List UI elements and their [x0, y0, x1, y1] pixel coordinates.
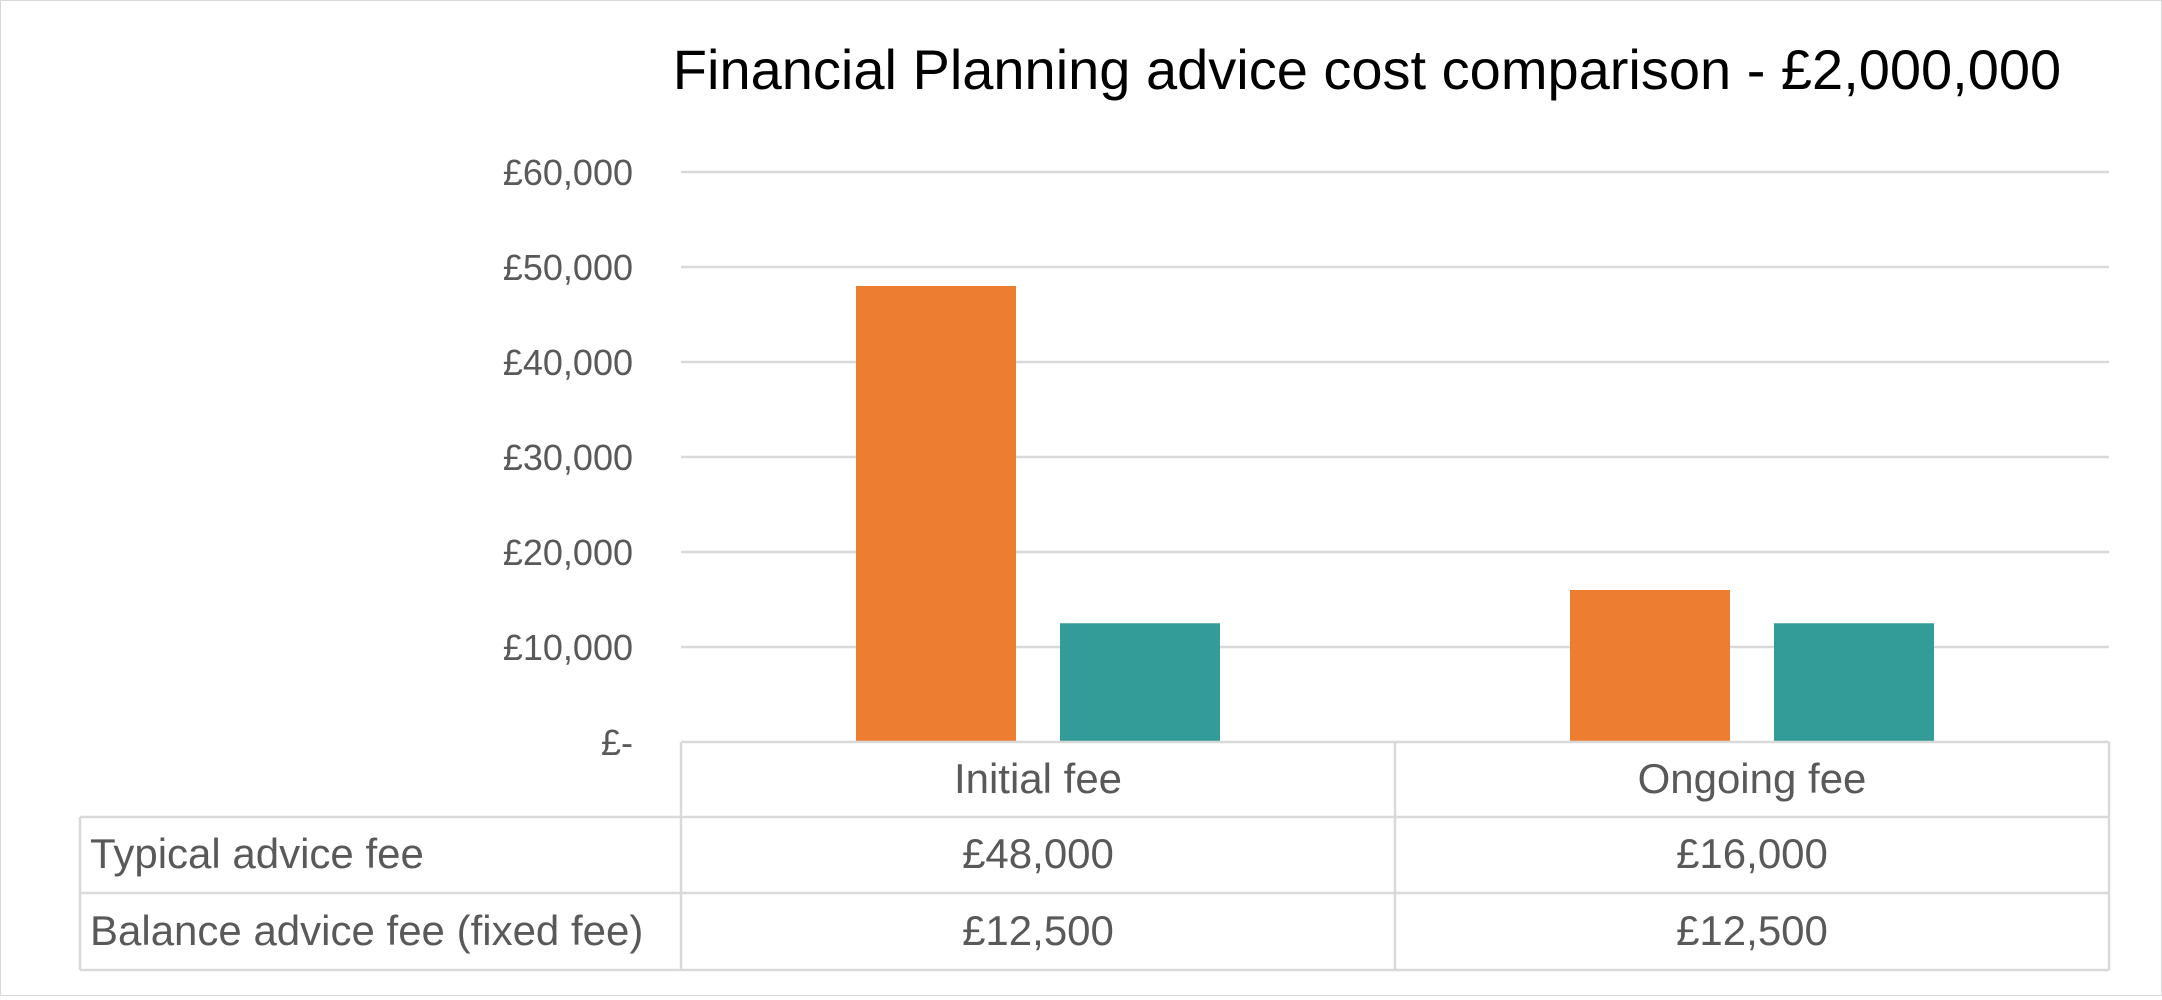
y-tick-label: £10,000 [503, 627, 633, 668]
bar-balance-initial [1060, 623, 1220, 742]
y-tick-label: £50,000 [503, 247, 633, 288]
series-name: Typical advice fee [90, 830, 424, 877]
bar-typical-ongoing [1570, 590, 1730, 742]
y-tick-label: £40,000 [503, 342, 633, 383]
y-axis-ticks: £- £10,000 £20,000 £30,000 £40,000 £50,000 £60… [503, 152, 633, 763]
y-tick-label: £30,000 [503, 437, 633, 478]
bar-balance-ongoing [1774, 623, 1934, 742]
table-value: £12,500 [962, 907, 1114, 954]
table-value: £48,000 [962, 830, 1114, 877]
category-label: Ongoing fee [1638, 755, 1867, 802]
table-value: £12,500 [1676, 907, 1828, 954]
data-table: Initial fee Ongoing fee Typical advice fee… [78, 740, 2111, 972]
y-tick-label: £60,000 [503, 152, 633, 193]
y-tick-label: £20,000 [503, 532, 633, 573]
bar-typical-initial [856, 286, 1016, 742]
series-name: Balance advice fee (fixed fee) [90, 907, 643, 954]
category-label: Initial fee [954, 755, 1122, 802]
chart-title: Financial Planning advice cost compariso… [673, 38, 2061, 101]
bars [856, 286, 1934, 742]
y-tick-label: £- [601, 722, 633, 763]
table-value: £16,000 [1676, 830, 1828, 877]
